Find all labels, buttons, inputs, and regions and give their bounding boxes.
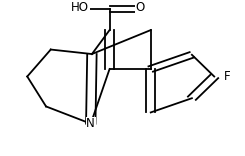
Text: HO: HO	[71, 1, 89, 14]
Text: O: O	[135, 1, 145, 14]
Text: F: F	[224, 70, 231, 83]
Text: N: N	[86, 117, 95, 130]
